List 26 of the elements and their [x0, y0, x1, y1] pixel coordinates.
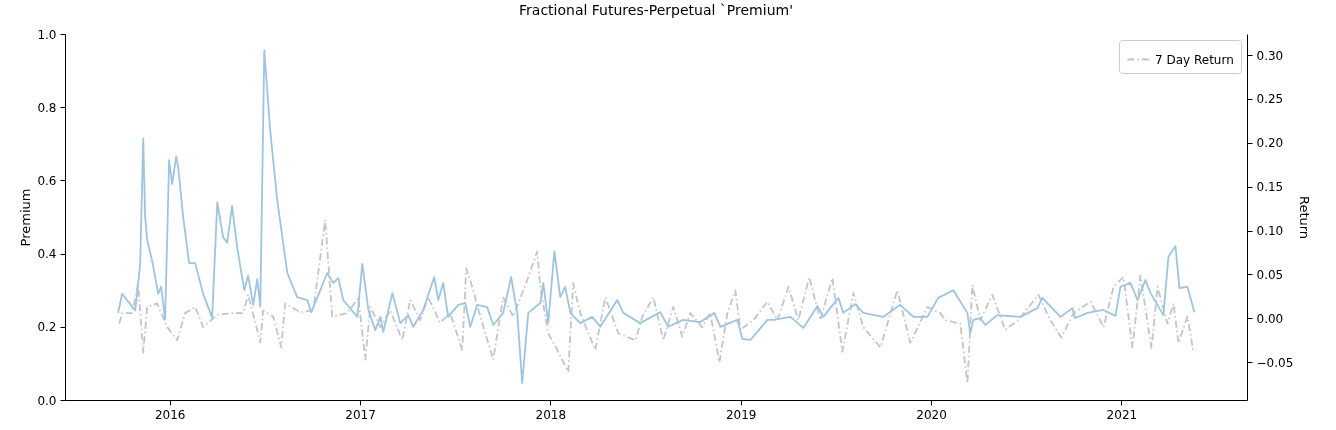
y2-tick-label: −0.05: [1256, 355, 1294, 370]
y-tick-label: 0.4: [37, 247, 57, 262]
y2-tick-label: 0.20: [1256, 136, 1284, 151]
y2-axis-title: Return: [1297, 195, 1313, 240]
y-tick-label: 1.0: [37, 27, 57, 42]
y2-tick-label: 0.15: [1256, 180, 1284, 195]
x-tick-label: 2019: [725, 407, 757, 422]
y2-tick-label: 0.10: [1256, 224, 1284, 239]
y-tick-label: 0.0: [37, 393, 57, 408]
line-series: [117, 49, 1196, 385]
y2-tick-label: 0.25: [1256, 92, 1284, 107]
x-tick-label: 2018: [535, 407, 567, 422]
x-tick-label: 2016: [154, 407, 186, 422]
y2-tick-label: 0.00: [1256, 311, 1284, 326]
y-tick-label: 0.8: [37, 100, 57, 115]
y-tick-label: 0.2: [37, 320, 57, 335]
y2-tick-label: 0.05: [1256, 267, 1284, 282]
y-tick-label: 0.6: [37, 173, 57, 188]
x-tick-label: 2020: [916, 407, 947, 422]
chart-title: Fractional Futures-Perpetual `Premium': [519, 2, 793, 18]
y2-tick-label: 0.30: [1256, 48, 1284, 63]
legend-label: 7 Day Return: [1155, 52, 1234, 67]
x-tick-label: 2021: [1106, 407, 1138, 422]
x-tick-label: 2017: [345, 407, 376, 422]
line-series: [118, 219, 1195, 385]
y-axis-title: Premium: [18, 188, 34, 247]
